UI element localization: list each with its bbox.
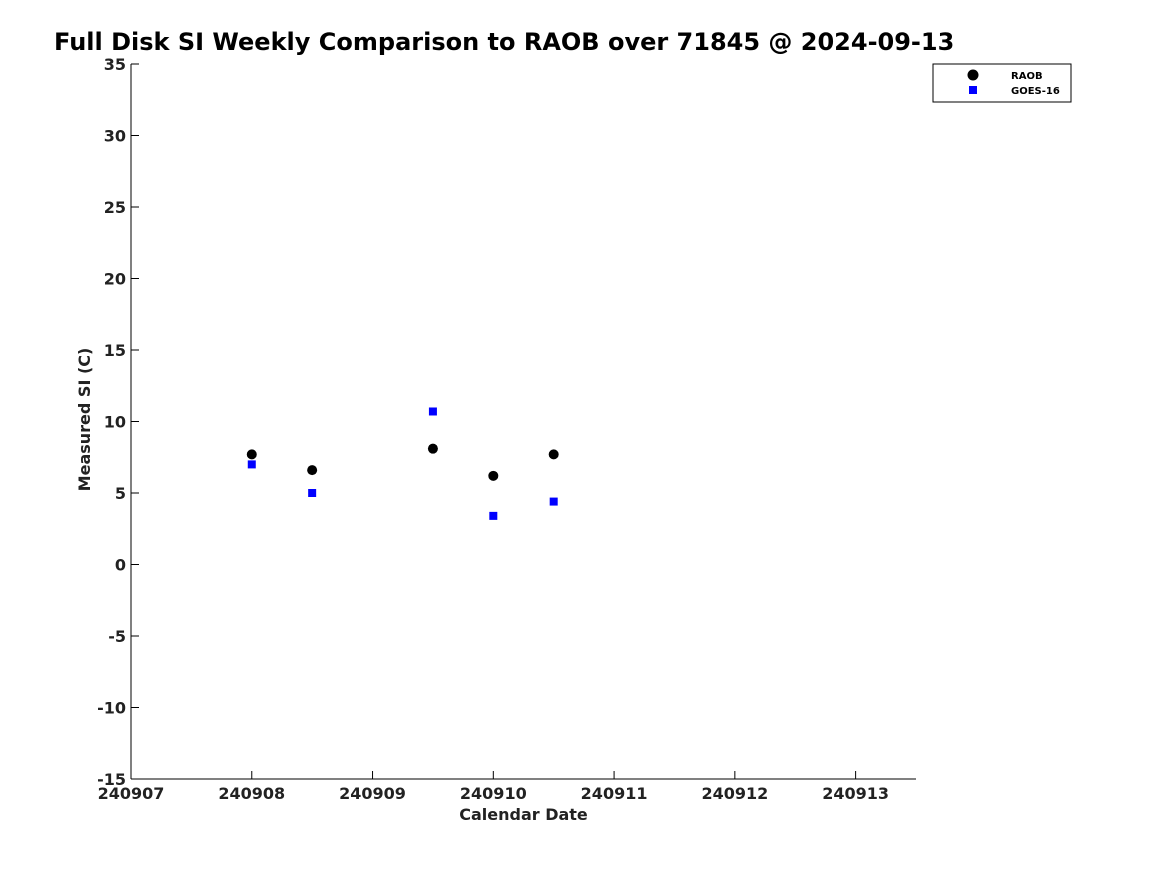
goes-16-point — [308, 489, 317, 497]
y-tick-label: 30 — [104, 127, 126, 146]
x-tick-label: 240908 — [218, 784, 285, 803]
y-tick-label: 20 — [104, 270, 126, 289]
y-tick-label: -15 — [97, 770, 126, 789]
legend-label: RAOB — [1011, 71, 1043, 82]
x-tick-label: 240907 — [98, 784, 165, 803]
raob-point — [307, 465, 318, 476]
legend-label: GOES-16 — [1011, 86, 1060, 97]
y-tick-label: 15 — [104, 341, 126, 360]
raob-point — [548, 449, 559, 460]
raob-point — [246, 449, 257, 460]
raob-point — [488, 470, 499, 481]
legend-box — [932, 63, 1072, 103]
goes-16-point — [549, 497, 558, 506]
y-tick-label: 0 — [115, 556, 126, 575]
x-tick-label: 240911 — [581, 784, 648, 803]
x-tick-label: 240910 — [460, 784, 527, 803]
axes: -15 -10 -5 0 5 10 15 20 25 30 35 240907 240908 240909… — [75, 55, 916, 824]
y-tick-label: -5 — [108, 627, 126, 646]
legend: RAOB GOES-16 — [932, 63, 1072, 103]
y-tick-label: 5 — [115, 484, 126, 503]
x-axis-label: Calendar Date — [459, 805, 588, 824]
y-tick-label: 25 — [104, 198, 126, 217]
x-tick-label: 240912 — [701, 784, 768, 803]
y-tick-label: -10 — [97, 699, 126, 718]
x-tick-label: 240909 — [339, 784, 406, 803]
chart-title: Full Disk SI Weekly Comparison to RAOB o… — [54, 28, 955, 56]
legend-marker-goes-16 — [969, 86, 977, 94]
y-tick-label: 35 — [104, 55, 126, 74]
goes-16-point — [247, 460, 256, 469]
y-tick-label: 10 — [104, 413, 126, 432]
x-tick-label: 240913 — [822, 784, 889, 803]
goes-16-point — [489, 511, 498, 520]
legend-marker-raob — [967, 69, 979, 81]
goes-16-point — [428, 407, 437, 416]
y-axis-label: Measured SI (C) — [75, 348, 94, 492]
raob-point — [427, 443, 438, 454]
data-marks — [246, 407, 559, 520]
